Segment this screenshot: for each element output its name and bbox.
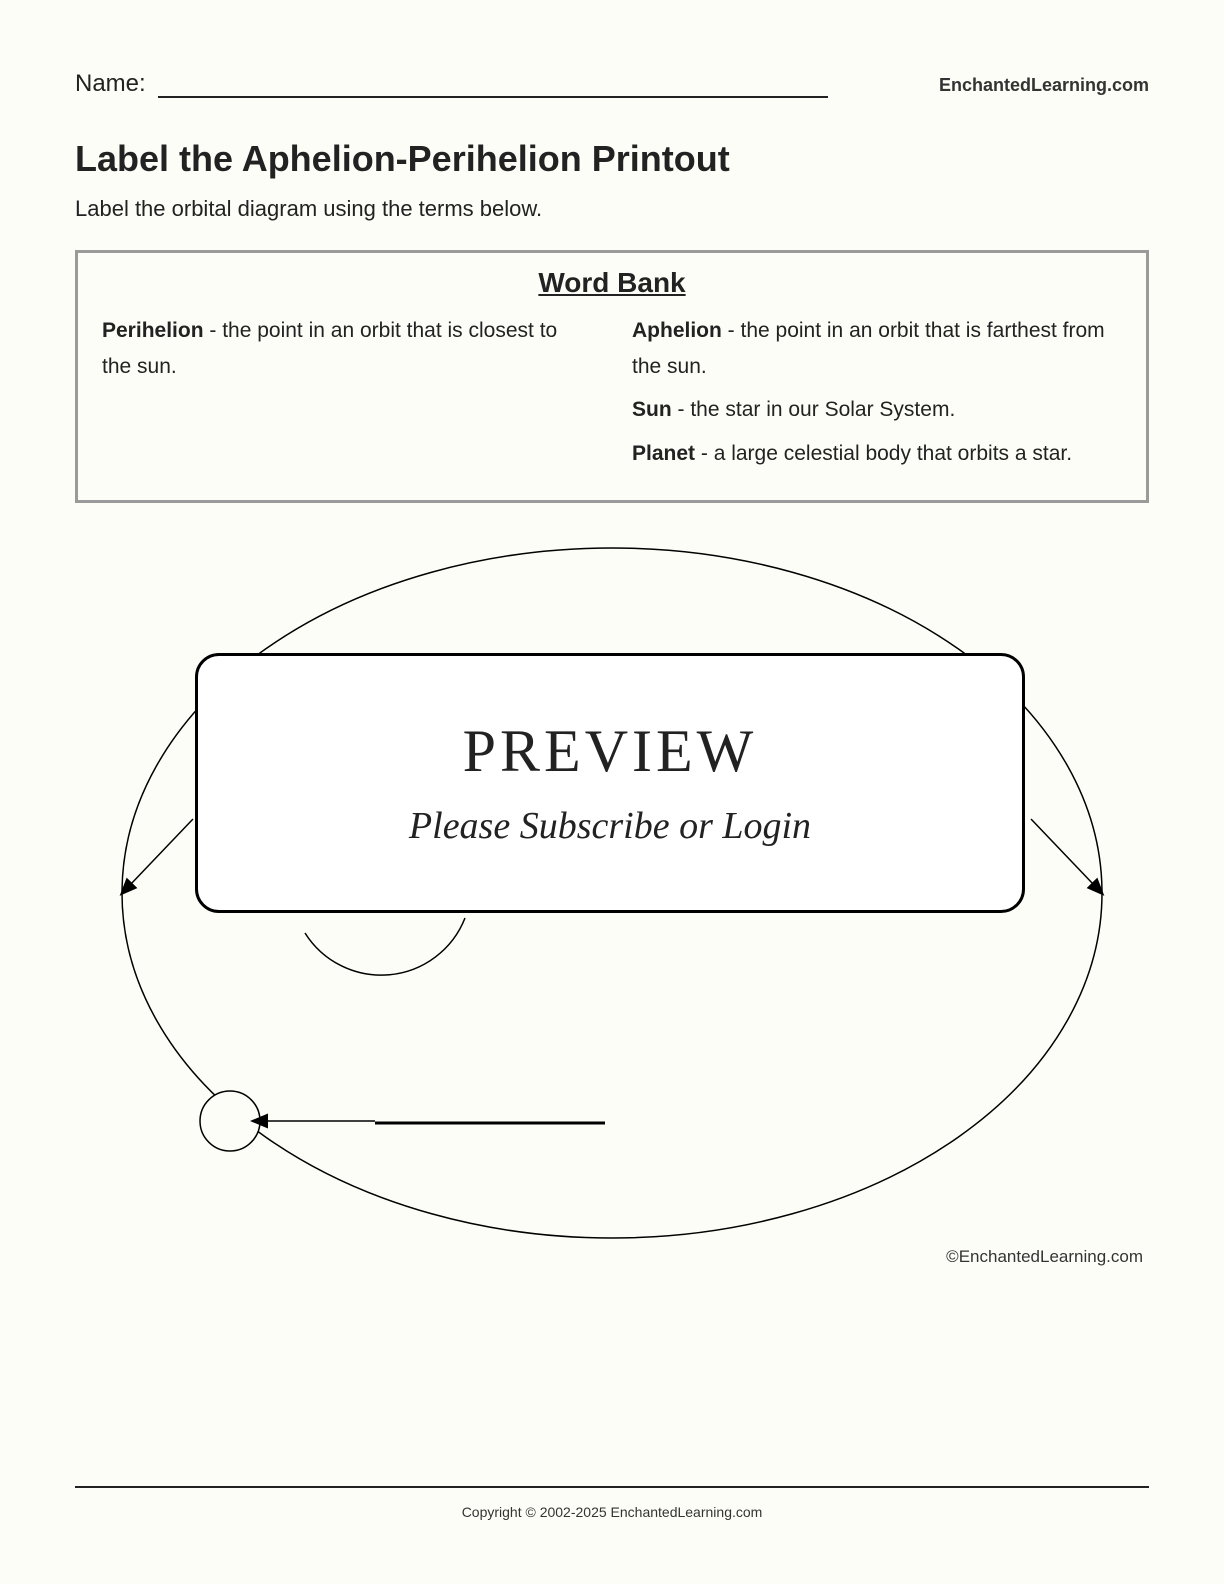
instructions-text: Label the orbital diagram using the term… (75, 196, 1149, 222)
planet-circle (200, 1091, 260, 1151)
word-bank-col-left: Perihelion - the point in an orbit that … (102, 313, 592, 480)
diagram-copyright: ©EnchantedLearning.com (946, 1247, 1143, 1267)
page-title: Label the Aphelion-Perihelion Printout (75, 138, 1149, 180)
name-blank-line[interactable] (158, 72, 828, 98)
perihelion-arrow (130, 819, 193, 885)
preview-title: PREVIEW (463, 717, 758, 786)
worksheet-page: Name: EnchantedLearning.com Label the Ap… (0, 0, 1224, 1584)
header-row: Name: EnchantedLearning.com (75, 70, 1149, 98)
orbital-diagram: PREVIEW Please Subscribe or Login ©Encha… (75, 523, 1149, 1303)
name-label: Name: (75, 70, 146, 98)
footer-copyright: Copyright © 2002-2025 EnchantedLearning.… (0, 1504, 1224, 1520)
word-bank-columns: Perihelion - the point in an orbit that … (102, 313, 1122, 480)
word-bank-box: Word Bank Perihelion - the point in an o… (75, 250, 1149, 503)
word-bank-col-right: Aphelion - the point in an orbit that is… (632, 313, 1122, 480)
word-bank-term: Aphelion (632, 319, 722, 342)
orbital-diagram-svg (75, 523, 1149, 1303)
preview-subtitle: Please Subscribe or Login (409, 804, 811, 848)
word-bank-term: Perihelion (102, 319, 204, 342)
preview-overlay: PREVIEW Please Subscribe or Login (195, 653, 1025, 913)
footer-divider (75, 1486, 1149, 1488)
word-bank-entry: Sun - the star in our Solar System. (632, 392, 1122, 428)
aphelion-arrow (1031, 819, 1094, 885)
word-bank-entry: Planet - a large celestial body that orb… (632, 436, 1122, 472)
name-field-block: Name: (75, 70, 828, 98)
word-bank-def: - the star in our Solar System. (672, 398, 956, 421)
word-bank-term: Planet (632, 442, 695, 465)
word-bank-heading: Word Bank (102, 267, 1122, 299)
word-bank-entry: Aphelion - the point in an orbit that is… (632, 313, 1122, 384)
word-bank-entry: Perihelion - the point in an orbit that … (102, 313, 592, 384)
word-bank-def: - a large celestial body that orbits a s… (695, 442, 1072, 465)
site-name-top: EnchantedLearning.com (939, 75, 1149, 98)
word-bank-term: Sun (632, 398, 672, 421)
sun-arc-hint (305, 918, 465, 975)
